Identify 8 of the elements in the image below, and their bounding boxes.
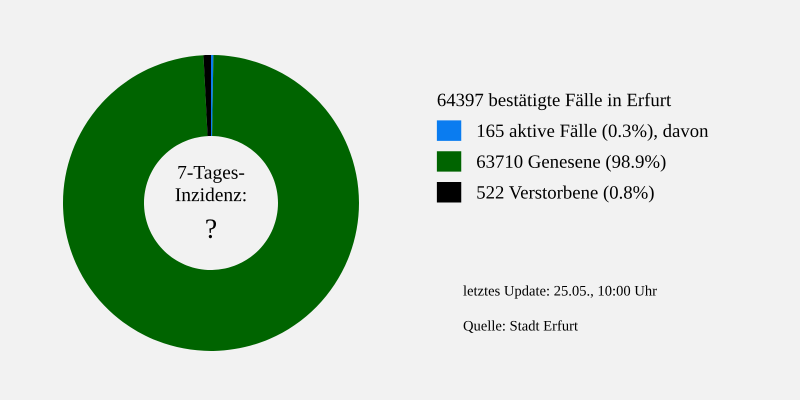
text: ? xyxy=(206,219,216,238)
legend-title: 64397 bestätigte Fälle in Erfurt xyxy=(438,92,672,110)
source-note: Quelle: Stadt Erfurt xyxy=(464,320,578,333)
text: 7-Tages- Inzidenz: xyxy=(176,166,246,202)
text: letztes Update: 25.05., 10:00 Uhr xyxy=(463,285,657,299)
legend-label: 165 aktive Fälle (0.3%), davon xyxy=(478,124,708,141)
legend-label: 63710 Genesene (98.9%) xyxy=(477,154,666,172)
legend-label: 522 Verstorbene (0.8%) xyxy=(477,186,654,203)
